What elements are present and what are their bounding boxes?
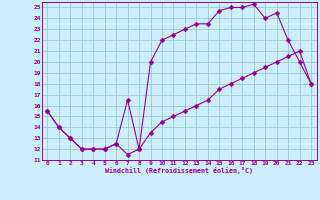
X-axis label: Windchill (Refroidissement éolien,°C): Windchill (Refroidissement éolien,°C): [105, 167, 253, 174]
